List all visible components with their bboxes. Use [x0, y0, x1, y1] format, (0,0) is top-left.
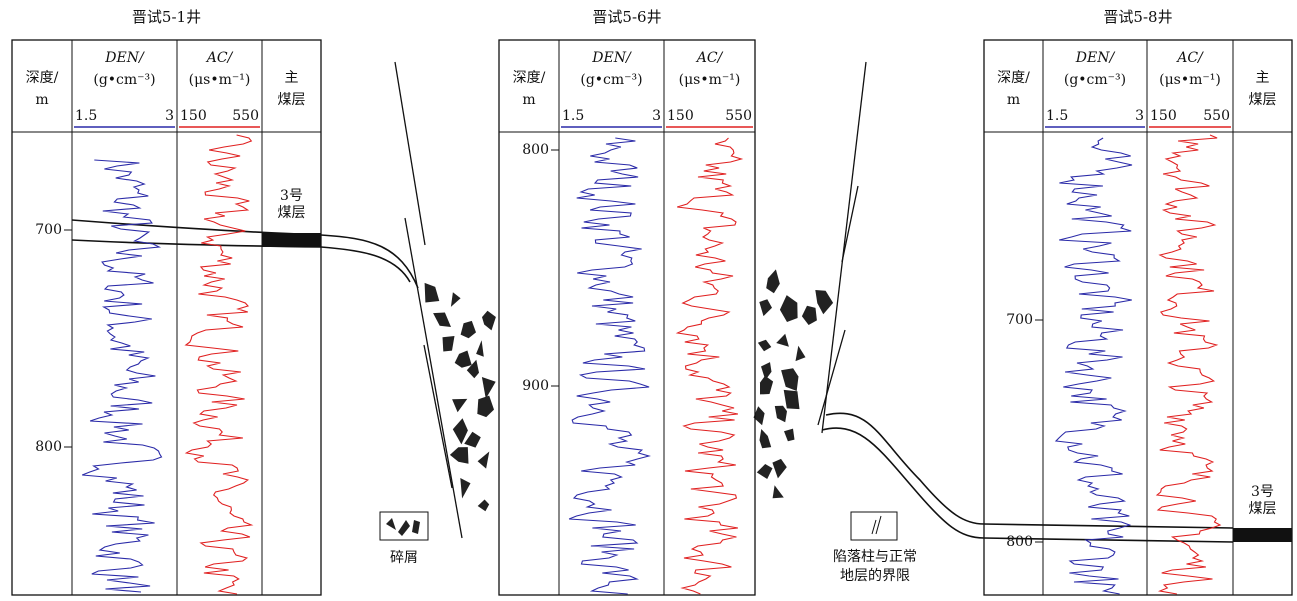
debris-fragment: [759, 299, 772, 316]
debris-fragment: [450, 447, 469, 464]
debris-fragment: [452, 399, 467, 412]
ac-unit: (μs•m⁻¹): [189, 72, 251, 88]
debris: [425, 269, 833, 511]
debris-fragment: [784, 429, 795, 442]
den-scale: 3: [1135, 108, 1144, 124]
debris-fragment: [796, 346, 806, 361]
log-curve: [82, 160, 161, 592]
debris-fragment: [443, 336, 455, 352]
well-title: 晋试5-6井: [592, 8, 661, 26]
ac-scale: 150: [180, 108, 207, 124]
ac-scale: 550: [232, 108, 259, 124]
den-header: DEN/: [1075, 50, 1116, 66]
den-unit: (g•cm⁻³): [580, 72, 642, 88]
depth-header: 深度/: [26, 70, 59, 86]
debris-fragment: [781, 368, 798, 391]
log-curve: [677, 138, 741, 594]
debris-fragment: [784, 390, 800, 409]
coal-seam-correlation: [72, 220, 1233, 542]
den-scale: 3: [165, 108, 174, 124]
depth-unit: m: [1007, 92, 1020, 108]
debris-fragment: [425, 283, 440, 303]
den-header: DEN/: [591, 50, 632, 66]
debris-fragment: [766, 269, 780, 293]
depth-tick-label: 800: [35, 439, 62, 455]
debris-fragment: [482, 377, 496, 399]
debris-fragment: [758, 340, 771, 352]
depth-tick-label: 800: [1006, 534, 1033, 550]
den-scale: 1.5: [562, 108, 584, 124]
debris-fragment: [451, 292, 461, 307]
den-unit: (g•cm⁻³): [1064, 72, 1126, 88]
depth-tick-label: 700: [1006, 312, 1033, 328]
debris-fragment: [453, 418, 468, 444]
well-correlation-diagram: 碎屑 陷落柱与正常 地层的界限 晋试5-1井深度/m DEN/ (g•cm⁻³) AC…: [0, 0, 1297, 597]
den-header: DEN/: [104, 50, 145, 66]
depth-unit: m: [522, 92, 535, 108]
coal-label: 3号: [1251, 484, 1274, 500]
well-title: 晋试5-8井: [1103, 8, 1172, 26]
ac-unit: (μs•m⁻¹): [1159, 72, 1221, 88]
ac-header: AC/: [695, 50, 724, 66]
coal-label: 煤层: [1249, 501, 1277, 517]
debris-fragment: [815, 290, 833, 314]
debris-fragment: [460, 478, 470, 499]
log-curve: [1157, 135, 1220, 594]
depth-unit: m: [35, 92, 48, 108]
coal-header: 主: [285, 70, 299, 86]
depth-header: 深度/: [997, 70, 1030, 86]
ac-scale: 550: [1203, 108, 1230, 124]
debris-fragment: [802, 306, 817, 325]
debris-fragment: [476, 340, 484, 357]
debris-fragment: [760, 429, 772, 448]
debris-fragment: [760, 376, 773, 395]
debris-fragment: [433, 313, 451, 328]
legend-label: 地层的界限: [840, 568, 910, 584]
ac-scale: 150: [667, 108, 694, 124]
debris-fragment: [772, 459, 786, 479]
debris-fragment: [455, 351, 472, 368]
coal-label: 3号: [280, 188, 303, 204]
legend-label: 碎屑: [390, 550, 418, 566]
depth-header: 深度/: [513, 70, 546, 86]
debris-fragment: [482, 311, 496, 331]
depth-tick-label: 700: [35, 222, 62, 238]
ac-header: AC/: [205, 50, 234, 66]
debris-fragment: [776, 334, 789, 347]
legend: 碎屑 陷落柱与正常 地层的界限: [380, 512, 917, 584]
coal-seam: [262, 233, 321, 247]
ac-header: AC/: [1175, 50, 1204, 66]
debris-fragment: [464, 432, 481, 448]
den-scale: 1.5: [1046, 108, 1068, 124]
log-curve: [186, 135, 251, 594]
den-unit: (g•cm⁻³): [93, 72, 155, 88]
ac-scale: 550: [725, 108, 752, 124]
debris-fragment: [757, 464, 773, 479]
coal-header: 主: [1256, 70, 1270, 86]
depth-tick-label: 900: [522, 378, 549, 394]
coal-header: 煤层: [1249, 92, 1277, 108]
debris-fragment: [773, 485, 784, 498]
debris-fragment: [478, 452, 490, 469]
debris-fragment: [775, 406, 787, 422]
log-curve: [569, 138, 649, 594]
debris-fragment: [461, 321, 476, 338]
debris-fragment: [478, 500, 490, 512]
debris-fragment: [477, 396, 494, 418]
well-title: 晋试5-1井: [132, 8, 201, 26]
depth-tick-label: 800: [522, 142, 549, 158]
den-scale: 3: [652, 108, 661, 124]
ac-scale: 150: [1150, 108, 1177, 124]
legend-label: 陷落柱与正常: [833, 549, 917, 565]
debris-fragment: [780, 295, 798, 322]
coal-label: 煤层: [278, 205, 306, 221]
ac-unit: (μs•m⁻¹): [679, 72, 741, 88]
coal-header: 煤层: [278, 92, 306, 108]
coal-seam: [1233, 528, 1292, 542]
faults: [395, 62, 866, 538]
den-scale: 1.5: [75, 108, 97, 124]
